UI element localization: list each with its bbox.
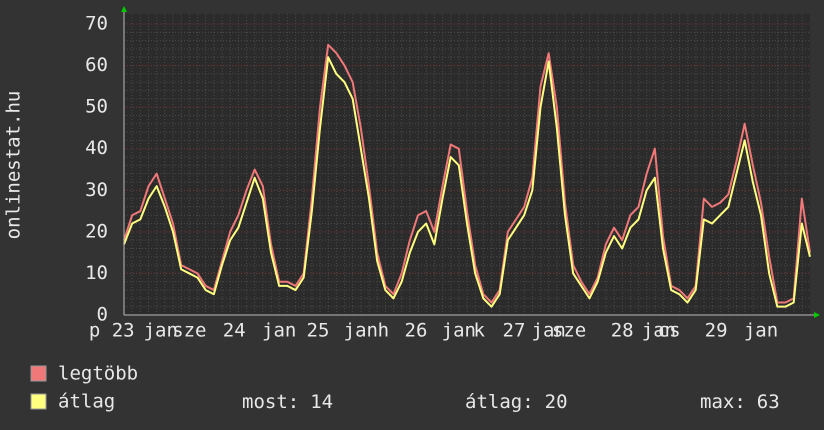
stat-label: átlag: xyxy=(465,391,534,413)
stat: max: 63 xyxy=(700,391,780,413)
x-tick-label: sze xyxy=(172,320,206,342)
x-tick-label: 29 xyxy=(705,320,728,342)
series-line xyxy=(123,56,811,308)
x-tick-label: 24 xyxy=(223,320,246,342)
stat-value: 14 xyxy=(310,391,333,413)
legend-swatch xyxy=(30,365,47,382)
x-tick-label: jan xyxy=(344,320,378,342)
x-tick-label: jan xyxy=(744,320,778,342)
stat: átlag: 20 xyxy=(465,391,568,413)
stat-value: 63 xyxy=(757,391,780,413)
x-tick-label: jan xyxy=(642,320,676,342)
y-tick-label: 40 xyxy=(85,137,108,159)
y-tick-label: 0 xyxy=(97,304,108,326)
stat-value: 20 xyxy=(545,391,568,413)
stat: most: 14 xyxy=(242,391,333,413)
x-tick-label: jan xyxy=(532,320,566,342)
x-tick-label: h xyxy=(378,320,389,342)
x-tick-label: k xyxy=(474,320,486,342)
y-tick-label: 10 xyxy=(85,262,108,284)
x-tick-label: jan xyxy=(262,320,296,342)
legend-label: legtöbb xyxy=(58,363,138,385)
x-tick-label: p 23 xyxy=(89,320,135,342)
stat-label: max: xyxy=(700,391,746,413)
y-tick-label: 60 xyxy=(85,54,108,76)
y-tick-label: 50 xyxy=(85,96,108,118)
x-tick-label: 28 xyxy=(611,320,634,342)
x-tick-label: 25 xyxy=(307,320,330,342)
axis-arrow xyxy=(814,312,820,318)
y-tick-label: 70 xyxy=(85,13,108,35)
x-tick-label: 26 xyxy=(405,320,428,342)
x-tick-label: jan xyxy=(442,320,476,342)
x-tick-label: cs xyxy=(658,320,681,342)
x-tick-label: 27 xyxy=(503,320,526,342)
x-tick-label: sze xyxy=(552,320,586,342)
x-tick-label: jan xyxy=(144,320,178,342)
legend-label: átlag xyxy=(58,391,115,413)
y-axis-label: onlinestat.hu xyxy=(3,91,25,240)
y-tick-label: 30 xyxy=(85,179,108,201)
axis-arrow xyxy=(121,6,127,12)
legend-swatch xyxy=(30,393,47,410)
stat-label: most: xyxy=(242,391,299,413)
y-tick-label: 20 xyxy=(85,220,108,242)
